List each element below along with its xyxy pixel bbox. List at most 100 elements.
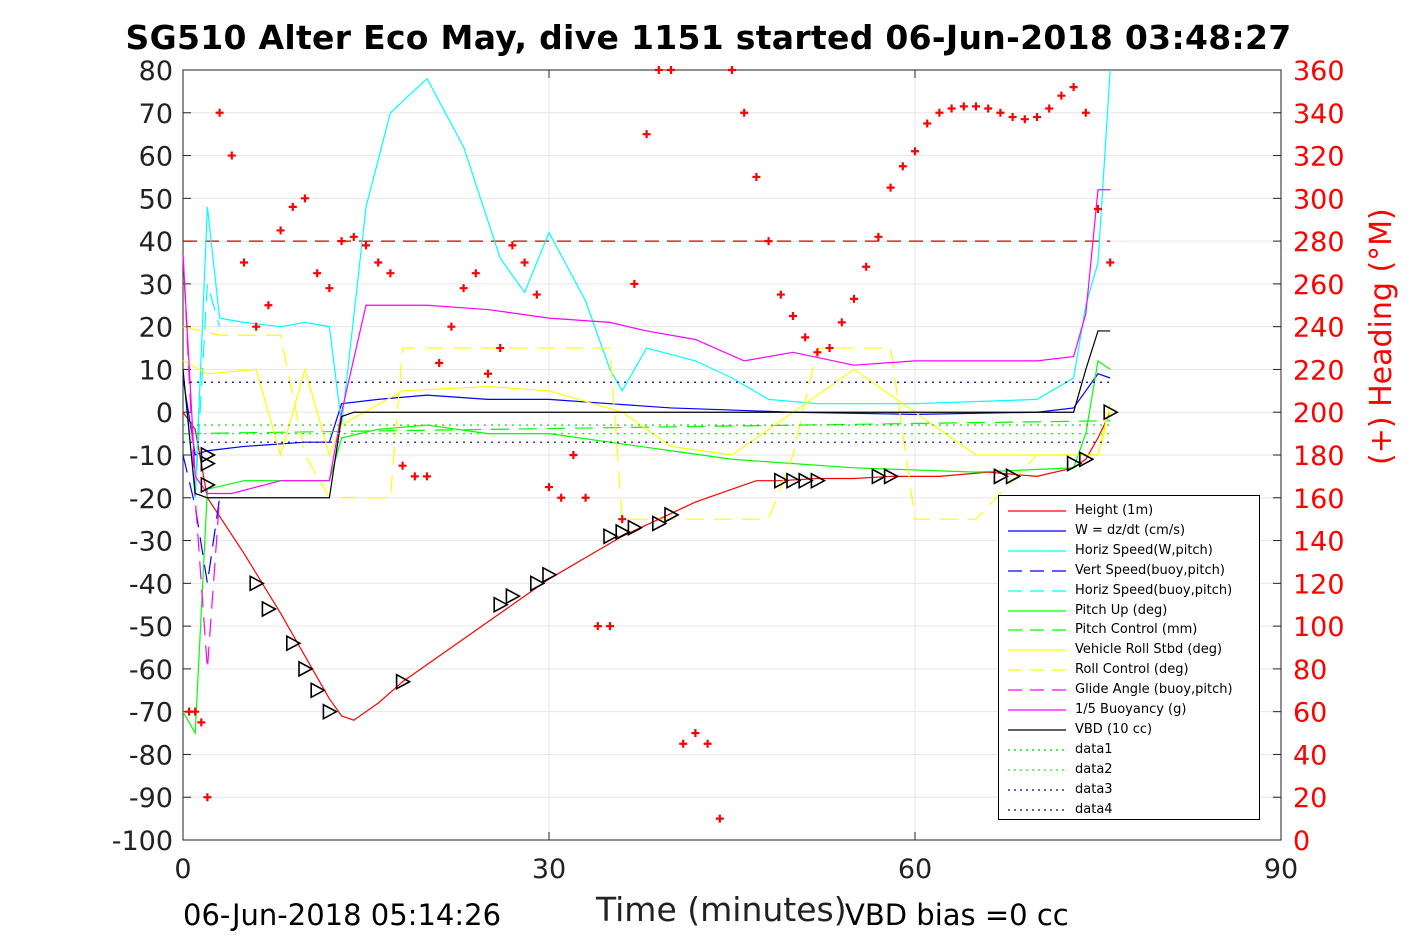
legend-swatch bbox=[1008, 510, 1066, 512]
legend-label: Vert Speed(buoy,pitch) bbox=[1075, 562, 1225, 578]
y-tick-label: 30 bbox=[139, 270, 173, 301]
legend-item: Horiz Speed(W,pitch) bbox=[999, 541, 1259, 561]
legend-swatch bbox=[1008, 669, 1066, 671]
legend-item: Pitch Control (mm) bbox=[999, 620, 1259, 640]
heading-point bbox=[850, 294, 858, 303]
triangle-marker bbox=[651, 515, 668, 532]
heading-point bbox=[459, 284, 468, 293]
heading-point bbox=[374, 258, 383, 267]
heading-point bbox=[654, 66, 663, 74]
y-tick-label: 40 bbox=[139, 227, 173, 258]
heading-point bbox=[886, 183, 895, 192]
heading-point bbox=[398, 461, 407, 470]
heading-point bbox=[911, 147, 919, 156]
legend-swatch bbox=[1008, 609, 1066, 612]
heading-point bbox=[703, 739, 712, 748]
heading-point bbox=[362, 241, 370, 250]
y-tick-label: -20 bbox=[129, 484, 173, 515]
y-right-tick-label: 360 bbox=[1293, 56, 1345, 87]
triangle-marker bbox=[298, 660, 314, 678]
triangle-marker bbox=[993, 468, 1010, 485]
heading-point bbox=[435, 359, 444, 368]
end-timestamp: 06-Jun-2018 05:14:26 bbox=[183, 898, 502, 932]
legend-item: Horiz Speed(buoy,pitch) bbox=[999, 581, 1259, 601]
heading-point bbox=[752, 172, 761, 181]
heading-point bbox=[801, 333, 810, 342]
series-line-2 bbox=[182, 69, 1111, 498]
y-tick-label: 20 bbox=[139, 313, 173, 344]
series-line-0 bbox=[182, 411, 1111, 721]
heading-point bbox=[984, 104, 993, 113]
triangle-marker bbox=[798, 472, 814, 490]
triangle-marker bbox=[261, 600, 278, 618]
legend-swatch bbox=[1008, 749, 1066, 751]
legend-label: data1 bbox=[1075, 741, 1113, 757]
legend-swatch bbox=[1008, 649, 1066, 651]
legend-label: 1/5 Buoyancy (g) bbox=[1075, 702, 1187, 717]
legend-swatch bbox=[1008, 530, 1066, 532]
y-right-tick-label: 60 bbox=[1293, 698, 1327, 729]
heading-point bbox=[569, 451, 578, 459]
triangle-marker bbox=[773, 472, 790, 490]
heading-point bbox=[825, 344, 834, 353]
vbd-bias-label: VBD bias =0 cc bbox=[845, 898, 1069, 932]
heading-point bbox=[264, 301, 273, 310]
heading-point bbox=[227, 151, 236, 160]
legend-label: data3 bbox=[1075, 781, 1113, 797]
heading-point bbox=[349, 232, 358, 241]
legend-item: W = dz/dt (cm/s) bbox=[999, 521, 1259, 541]
legend-label: VBD (10 cc) bbox=[1075, 721, 1153, 737]
triangle-marker bbox=[310, 681, 326, 699]
y-right-tick-label: 140 bbox=[1293, 527, 1345, 558]
y-tick-label: 0 bbox=[156, 398, 173, 429]
legend-item: Vehicle Roll Stbd (deg) bbox=[999, 640, 1259, 660]
legend-swatch bbox=[1008, 769, 1066, 771]
heading-point bbox=[593, 622, 602, 631]
legend-swatch bbox=[1008, 570, 1066, 572]
legend-swatch bbox=[1008, 589, 1066, 592]
triangle-marker bbox=[285, 634, 302, 652]
y-tick-label: -90 bbox=[129, 783, 173, 814]
heading-point bbox=[215, 108, 224, 117]
heading-point bbox=[203, 793, 212, 802]
heading-point bbox=[764, 237, 773, 246]
triangle-marker bbox=[322, 703, 339, 721]
heading-point bbox=[471, 269, 480, 278]
triangle-marker bbox=[664, 506, 680, 524]
heading-point bbox=[923, 119, 932, 128]
heading-point bbox=[898, 162, 907, 171]
heading-point bbox=[313, 269, 322, 278]
y-tick-label: 50 bbox=[139, 184, 173, 215]
y-tick-label: -50 bbox=[129, 612, 173, 643]
triangle-marker bbox=[1079, 450, 1095, 468]
heading-point bbox=[252, 322, 261, 331]
heading-point bbox=[1033, 113, 1041, 122]
heading-point bbox=[508, 241, 517, 250]
legend-swatch bbox=[1008, 629, 1066, 631]
legend-label: Pitch Control (mm) bbox=[1075, 622, 1198, 638]
y-right-tick-label: 200 bbox=[1293, 398, 1345, 429]
y-right-tick-label: 0 bbox=[1293, 826, 1310, 857]
heading-point bbox=[191, 707, 200, 716]
heading-point bbox=[240, 258, 248, 267]
y-tick-label: 10 bbox=[139, 355, 173, 386]
legend-label: Roll Control (deg) bbox=[1075, 662, 1189, 678]
legend-label: Pitch Up (deg) bbox=[1075, 602, 1168, 618]
triangle-marker bbox=[493, 596, 509, 614]
heading-point bbox=[618, 515, 627, 524]
heading-point bbox=[325, 284, 334, 293]
x-tick-label: 90 bbox=[1264, 854, 1298, 885]
legend-item: data1 bbox=[999, 740, 1259, 760]
chart-title: SG510 Alter Eco May, dive 1151 started 0… bbox=[125, 18, 1292, 57]
heading-point bbox=[386, 269, 395, 278]
legend-item: Glide Angle (buoy,pitch) bbox=[999, 680, 1259, 700]
heading-point bbox=[496, 344, 505, 353]
heading-point bbox=[776, 290, 785, 299]
triangle-marker bbox=[1103, 403, 1119, 421]
legend-label: data2 bbox=[1075, 761, 1113, 777]
heading-point bbox=[447, 322, 456, 331]
y-axis-right-label: (+) Heading (°M) bbox=[1364, 208, 1399, 465]
legend-swatch bbox=[1008, 689, 1066, 691]
triangle-marker bbox=[529, 574, 546, 592]
